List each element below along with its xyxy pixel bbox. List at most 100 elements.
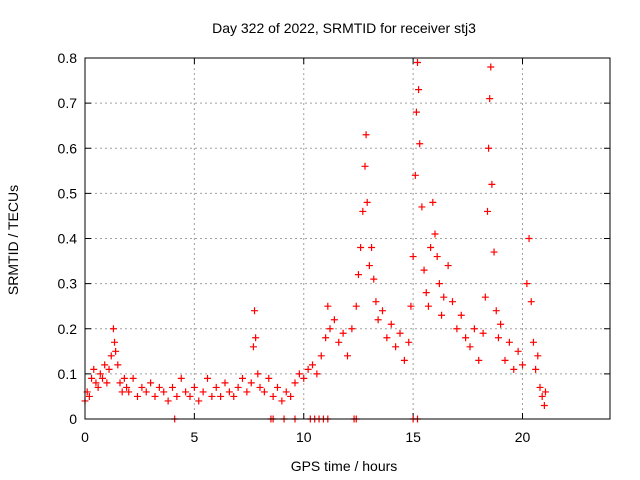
data-point [330,316,338,324]
data-point [400,356,408,364]
data-point [274,383,281,391]
data-point [383,334,391,342]
data-point [427,244,435,252]
data-point [324,302,332,310]
data-point [151,392,159,400]
data-point [372,298,380,306]
data-point [317,352,325,360]
data-point [134,392,141,400]
data-point [269,392,277,400]
data-point [339,329,347,337]
data-point [282,388,290,396]
data-point [348,325,356,333]
data-point [322,334,330,342]
x-tick-label: 5 [190,429,198,445]
data-point [525,235,533,242]
x-tick-label: 10 [296,429,312,445]
data-point [99,374,106,382]
data-point [429,198,437,206]
data-point [265,374,273,382]
data-point [457,311,465,319]
data-point [415,86,423,94]
data-point [249,343,257,351]
data-point [96,370,104,378]
data-point [420,266,428,274]
y-tick-label: 0 [69,411,77,427]
data-point [424,302,432,310]
y-tick-label: 0.8 [58,50,78,66]
data-point [94,383,102,391]
data-point [199,388,207,396]
data-point [142,388,150,396]
data-point [173,392,181,400]
data-point [490,248,498,256]
data-point [92,379,100,387]
data-point [538,392,546,400]
data-point [392,343,400,351]
data-point [510,365,518,373]
y-tick-label: 0.2 [58,321,78,337]
data-point [326,325,334,333]
data-point [387,320,395,328]
data-point [479,329,487,337]
data-point [532,365,540,373]
data-point [505,338,513,346]
data-point [125,388,133,396]
data-point [335,338,343,346]
y-tick-label: 0.6 [58,140,78,156]
data-point [105,365,113,373]
data-point [488,180,496,188]
data-point [487,63,495,71]
data-point [453,325,461,333]
axis-ticks: 0 0.1 0.2 0.3 0.4 0.5 0.6 0.7 0.8 0 5 10 15 20 [58,50,610,445]
x-tick-label: 15 [405,429,421,445]
data-point [541,388,549,396]
y-axis-title: SRMTID / TECUs [5,185,21,295]
x-tick-label: 20 [515,429,531,445]
data-point [407,302,415,310]
data-point [438,311,446,319]
data-point [195,397,203,405]
y-tick-label: 0.1 [58,366,78,382]
data-point [85,392,93,400]
data-point [449,298,456,306]
data-point [529,338,537,346]
y-tick-label: 0.5 [58,185,78,201]
data-point [256,383,264,391]
data-point [412,108,420,116]
data-points [81,59,549,423]
data-point [359,207,367,215]
data-point [164,397,172,405]
data-point [475,356,483,364]
data-point [527,298,535,306]
data-point [123,383,131,391]
data-point [252,334,260,342]
data-point [540,401,548,409]
data-point [88,374,96,382]
data-point [494,334,502,342]
data-point [405,338,413,346]
data-point [239,374,246,382]
data-point [416,140,424,148]
data-point [466,343,474,351]
data-point [354,271,362,279]
data-point [370,275,378,283]
data-point [118,388,126,396]
data-point [435,280,443,288]
data-point [260,388,268,396]
data-point [462,334,470,342]
data-point [414,59,421,67]
data-point [169,383,176,391]
data-point [204,374,211,382]
data-point [120,374,128,382]
data-point [484,207,491,215]
data-point [411,171,419,179]
data-point [208,392,216,400]
data-point [177,374,185,382]
data-point [519,361,526,369]
data-point [433,253,441,261]
data-point [278,397,286,405]
data-point [230,392,238,400]
y-tick-label: 0.7 [58,95,78,111]
